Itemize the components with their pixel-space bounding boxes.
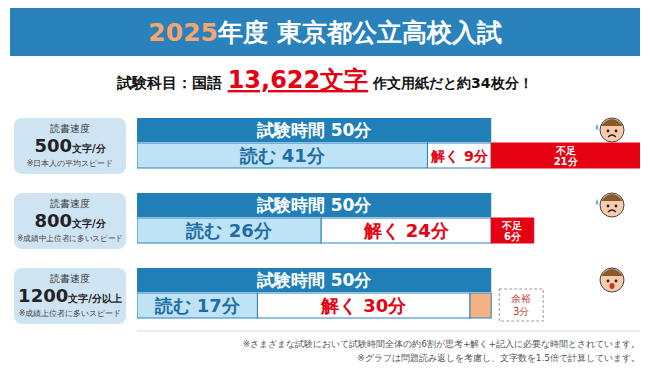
face-icon [600,268,624,292]
category-header: 読書速度 [50,123,90,134]
total-label: 試験時間 50分 [256,270,373,290]
segment-text: 読む 26分 [185,220,272,241]
segment-name: 読む [239,145,282,166]
title-rest: 年度 東京都公立高校入試 [217,18,502,47]
face-icon [596,193,625,217]
total-bar [137,193,491,217]
segment-1 [321,218,491,243]
segment-name: 余裕 [511,293,531,304]
category-note: ※日本人の平均スピード [27,159,114,168]
mouth [608,135,616,137]
total-value-label: 50分 [331,195,373,215]
plot-area [137,118,640,318]
category-label: 1200文字/分以上 [18,285,122,306]
footnote: ※さまざまな試験において試験時間全体の約6割が思考+解く+記入に必要な時間とされ… [243,339,640,349]
subtitle-highlight: 13,622文字 [228,66,369,94]
total-label: 試験時間 50分 [256,195,373,215]
subtitle-prefix: 試験科目：国語 [116,74,227,92]
eye [615,130,618,133]
category-box [14,118,126,174]
total-bar [137,268,491,292]
segment-text: 読む 17分 [154,295,241,316]
segment-name: 解く [363,220,406,241]
subtitle-suffix: 作文用紙だと約34枚分！ [368,75,532,91]
segment-1 [427,143,491,168]
eye [607,130,610,133]
segment-name: 読む [154,295,197,316]
hair [601,269,623,276]
total-name: 試験時間 [256,270,331,290]
segment-label: 24分 [406,220,450,241]
callout-box [499,289,543,321]
segment-2 [491,143,640,168]
chart: 2025年度 東京都公立高校入試試験科目：国語 13,622文字 作文用紙だと約… [0,0,650,370]
category-note: ※成績上位者に多いスピード [19,309,122,318]
face [600,193,624,217]
mouth [610,283,615,289]
segment-label: 21分 [554,156,579,167]
segment-1 [257,293,470,318]
title: 2025年度 東京都公立高校入試 [148,18,501,47]
hair [601,194,623,201]
segment-label: 6分 [504,231,522,242]
segment-label: 17分 [197,295,241,316]
segment-label: 41分 [282,145,326,166]
category-unit: 文字/分 [71,143,107,154]
category-number: 1200 [18,285,68,306]
hair [601,119,623,126]
segment-label: 30分 [363,295,407,316]
subtitle: 試験科目：国語 13,622文字 作文用紙だと約34枚分！ [116,66,532,94]
category-box [14,193,126,249]
total-name: 試験時間 [256,195,331,215]
category-number: 800 [34,210,72,231]
segment-label: 3分 [513,306,529,317]
category-header: 読書速度 [50,198,90,209]
category-unit: 文字/分 [71,218,107,229]
total-label: 試験時間 50分 [256,120,373,140]
eye [615,205,618,208]
segment-2 [491,218,534,243]
segment-text: 解く 30分 [320,295,407,316]
mouth [608,210,616,212]
segment-text: 解く 9分 [430,148,489,164]
segment-text: 解く 24分 [363,220,450,241]
total-name: 試験時間 [256,120,331,140]
segment-name: 解く [430,148,464,164]
segment-3 [470,293,491,318]
segment-name: 不足 [501,220,522,231]
title-banner [10,8,640,56]
eye [615,280,618,283]
category-note: ※成績中上位者に多いスピード [17,234,123,243]
segment-name: 読む [185,220,228,241]
segment-label: 9分 [464,148,489,164]
eye [607,280,610,283]
footnote: ※グラフは問題読み返しを考慮し、文字数を1.5倍で計算しています。 [357,353,640,363]
category-box [14,268,126,324]
total-value-label: 50分 [331,120,373,140]
segment-0 [137,143,427,168]
total-value-label: 50分 [331,270,373,290]
segment-text: 読む 41分 [239,145,326,166]
segment-name: 解く [320,295,363,316]
category-number: 500 [34,135,72,156]
sweat [596,124,599,130]
category-header: 読書速度 [50,273,90,284]
face-icon [596,118,625,142]
face [600,268,624,292]
eye [607,205,610,208]
segment-0 [137,293,257,318]
labels: 試験時間 50分読む 41分解く 9分不足21分試験時間 50分読む 26分解く… [154,118,624,321]
segment-0 [137,218,321,243]
category-label: 800文字/分 [34,210,106,231]
category-label: 500文字/分 [34,135,106,156]
x-range-line [137,331,640,332]
segment-label: 26分 [229,220,273,241]
title-year: 2025 [148,18,218,47]
sweat [596,199,599,205]
face [600,118,624,142]
category-unit: 文字/分以上 [67,293,122,304]
segment-name: 不足 [555,145,576,156]
total-bar [137,118,491,142]
